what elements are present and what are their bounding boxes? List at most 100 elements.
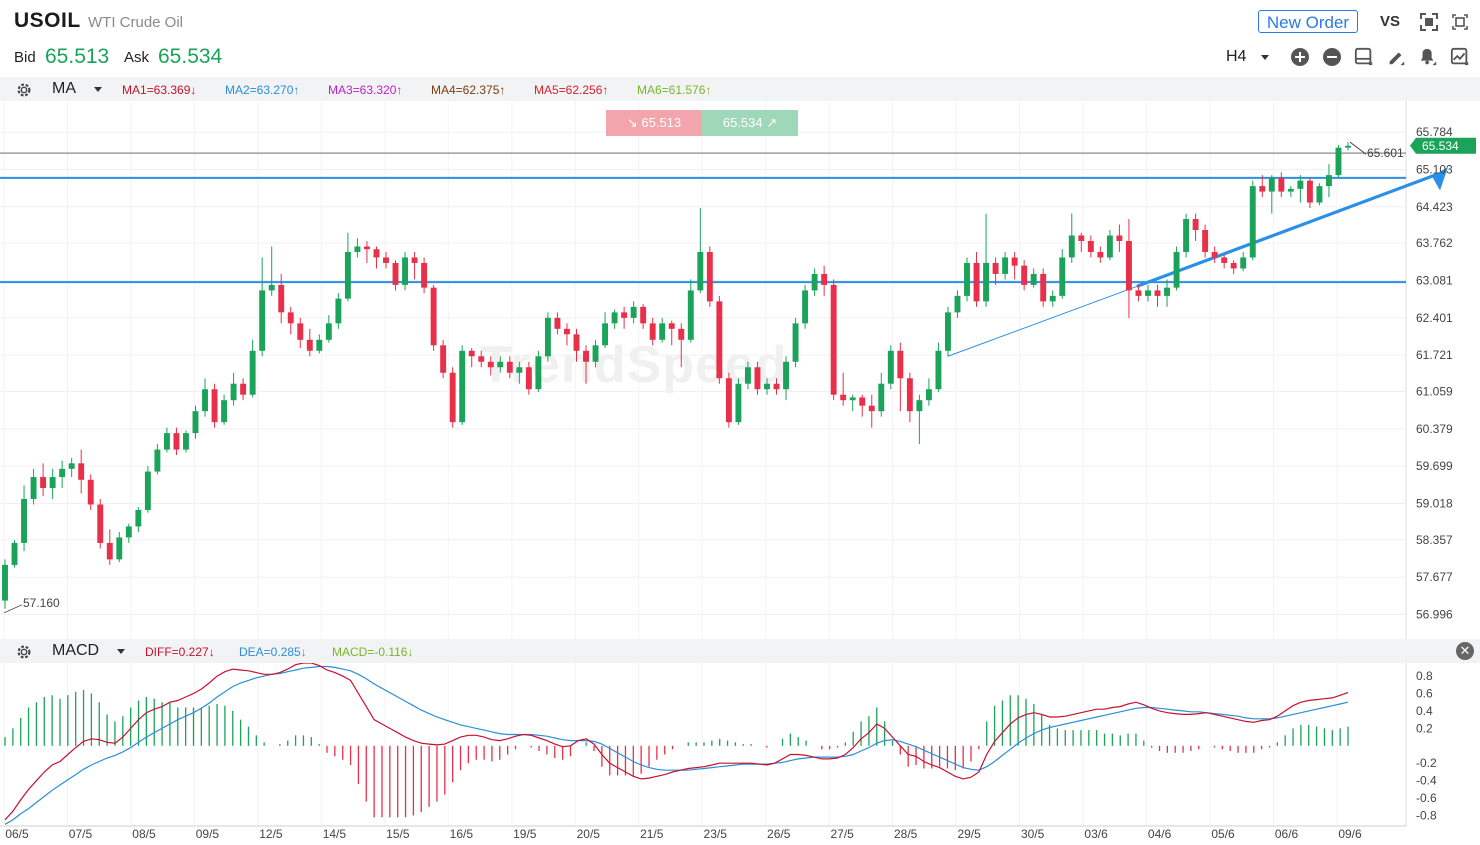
ma-settings-gear-icon[interactable] xyxy=(15,81,33,99)
macd-indicator-bar xyxy=(0,639,1480,663)
ma-chevron-down-icon[interactable] xyxy=(94,87,102,92)
candle-body xyxy=(1106,235,1113,258)
candle-body xyxy=(773,383,780,390)
ma-indicator-name[interactable]: MA xyxy=(52,80,76,97)
candle-body xyxy=(811,273,818,291)
timeframe-chevron-down-icon[interactable] xyxy=(1261,55,1269,60)
x-tick-label: 26/5 xyxy=(767,827,791,841)
candle-body xyxy=(764,383,770,390)
candle-body xyxy=(421,262,428,288)
ask-label: Ask xyxy=(124,49,150,66)
candle-body xyxy=(268,284,275,291)
candle-body xyxy=(163,433,170,450)
candle-body xyxy=(573,334,580,351)
candle-body xyxy=(1135,290,1142,296)
y-tick-label: 59.699 xyxy=(1416,459,1453,473)
candle-body xyxy=(1221,257,1228,263)
candle-body xyxy=(964,262,970,296)
candle-body xyxy=(1030,273,1037,285)
zoom-out-icon[interactable] xyxy=(1322,47,1342,67)
candle-body xyxy=(935,350,942,390)
quote-bid-button[interactable]: ↘ 65.513 xyxy=(606,110,702,136)
candle-body xyxy=(335,298,342,324)
x-tick-label: 19/5 xyxy=(513,827,537,841)
candle-body xyxy=(611,312,618,324)
candle-body xyxy=(373,249,380,258)
pencil-icon[interactable] xyxy=(1386,47,1406,67)
macd-hist-value: MACD=-0.116↓ xyxy=(332,645,414,659)
y-tick-label: 59.018 xyxy=(1416,497,1453,511)
candle-body xyxy=(240,383,247,395)
candle-body xyxy=(897,350,904,379)
macd-close-icon[interactable]: ✕ xyxy=(1456,642,1474,660)
candle-body xyxy=(1011,257,1018,266)
candle-body xyxy=(363,246,370,250)
candle-body xyxy=(497,361,504,368)
candle-body xyxy=(430,287,437,346)
zoom-in-icon[interactable] xyxy=(1290,47,1310,67)
candle-body xyxy=(754,367,761,390)
new-order-button[interactable]: New Order xyxy=(1258,10,1358,33)
candle-body xyxy=(116,537,123,560)
candle-body xyxy=(249,350,256,395)
candle-body xyxy=(1068,235,1075,258)
x-tick-label: 06/6 xyxy=(1275,827,1299,841)
candle-body xyxy=(1316,186,1323,203)
candle-body xyxy=(1040,273,1047,302)
x-tick-label: 14/5 xyxy=(323,827,347,841)
x-tick-label: 03/6 xyxy=(1084,827,1108,841)
candle-body xyxy=(87,479,94,505)
quote-ask-button[interactable]: 65.534 ↗ xyxy=(702,110,798,136)
candle-body xyxy=(1268,177,1275,192)
candle-body xyxy=(106,542,113,560)
candle-body xyxy=(144,471,151,510)
y-tick-label: 60.379 xyxy=(1416,422,1453,436)
candle-body xyxy=(640,306,647,324)
macd-y-tick-label: -0.2 xyxy=(1416,756,1437,770)
candle-body xyxy=(659,323,666,340)
vs-compare-button[interactable]: VS xyxy=(1380,13,1401,30)
y-tick-label: 61.721 xyxy=(1416,348,1453,362)
y-tick-label: 64.423 xyxy=(1416,200,1453,214)
candle-body xyxy=(668,323,675,329)
ma5-value: MA5=62.256↑ xyxy=(534,83,609,97)
candle-body xyxy=(916,400,923,412)
timeframe-select[interactable]: H4 xyxy=(1226,48,1247,65)
candle-body xyxy=(1240,257,1247,269)
candle-body xyxy=(887,350,894,384)
candle-body xyxy=(1049,295,1056,302)
candle-body xyxy=(125,526,132,538)
candle-body xyxy=(849,397,856,401)
candle-body xyxy=(649,323,656,340)
candle-body xyxy=(744,367,751,384)
layout-icon[interactable] xyxy=(1354,47,1374,67)
candle-body xyxy=(992,262,999,274)
x-tick-label: 15/5 xyxy=(386,827,410,841)
chart-type-icon[interactable] xyxy=(1450,47,1470,67)
candle-body xyxy=(925,389,932,401)
macd-y-tick-label: 0.6 xyxy=(1416,687,1433,701)
fullscreen-icon[interactable] xyxy=(1419,12,1439,32)
candle-body xyxy=(564,328,570,335)
current-price-label: 65.534 xyxy=(1422,139,1459,153)
candle-body xyxy=(487,361,494,368)
candle-body xyxy=(868,405,875,412)
candle-body xyxy=(506,361,513,373)
candle-body xyxy=(259,290,266,351)
macd-indicator-name[interactable]: MACD xyxy=(52,642,100,659)
alert-bell-icon[interactable] xyxy=(1418,47,1438,67)
screenshot-icon[interactable] xyxy=(1450,12,1470,32)
macd-chevron-down-icon[interactable] xyxy=(117,649,125,654)
candle-body xyxy=(697,251,704,291)
candle-body xyxy=(802,290,809,324)
bid-ask-quote-box[interactable]: ↘ 65.513 65.534 ↗ xyxy=(606,110,798,136)
y-tick-label: 56.996 xyxy=(1416,608,1453,622)
macd-settings-gear-icon[interactable] xyxy=(15,643,33,661)
candle-body xyxy=(544,317,551,357)
diff-line xyxy=(4,662,1349,821)
macd-dea-value: DEA=0.285↓ xyxy=(239,645,307,659)
y-tick-label: 65.784 xyxy=(1416,125,1453,139)
candle-body xyxy=(1021,265,1028,285)
symbol-name: WTI Crude Oil xyxy=(88,14,184,31)
